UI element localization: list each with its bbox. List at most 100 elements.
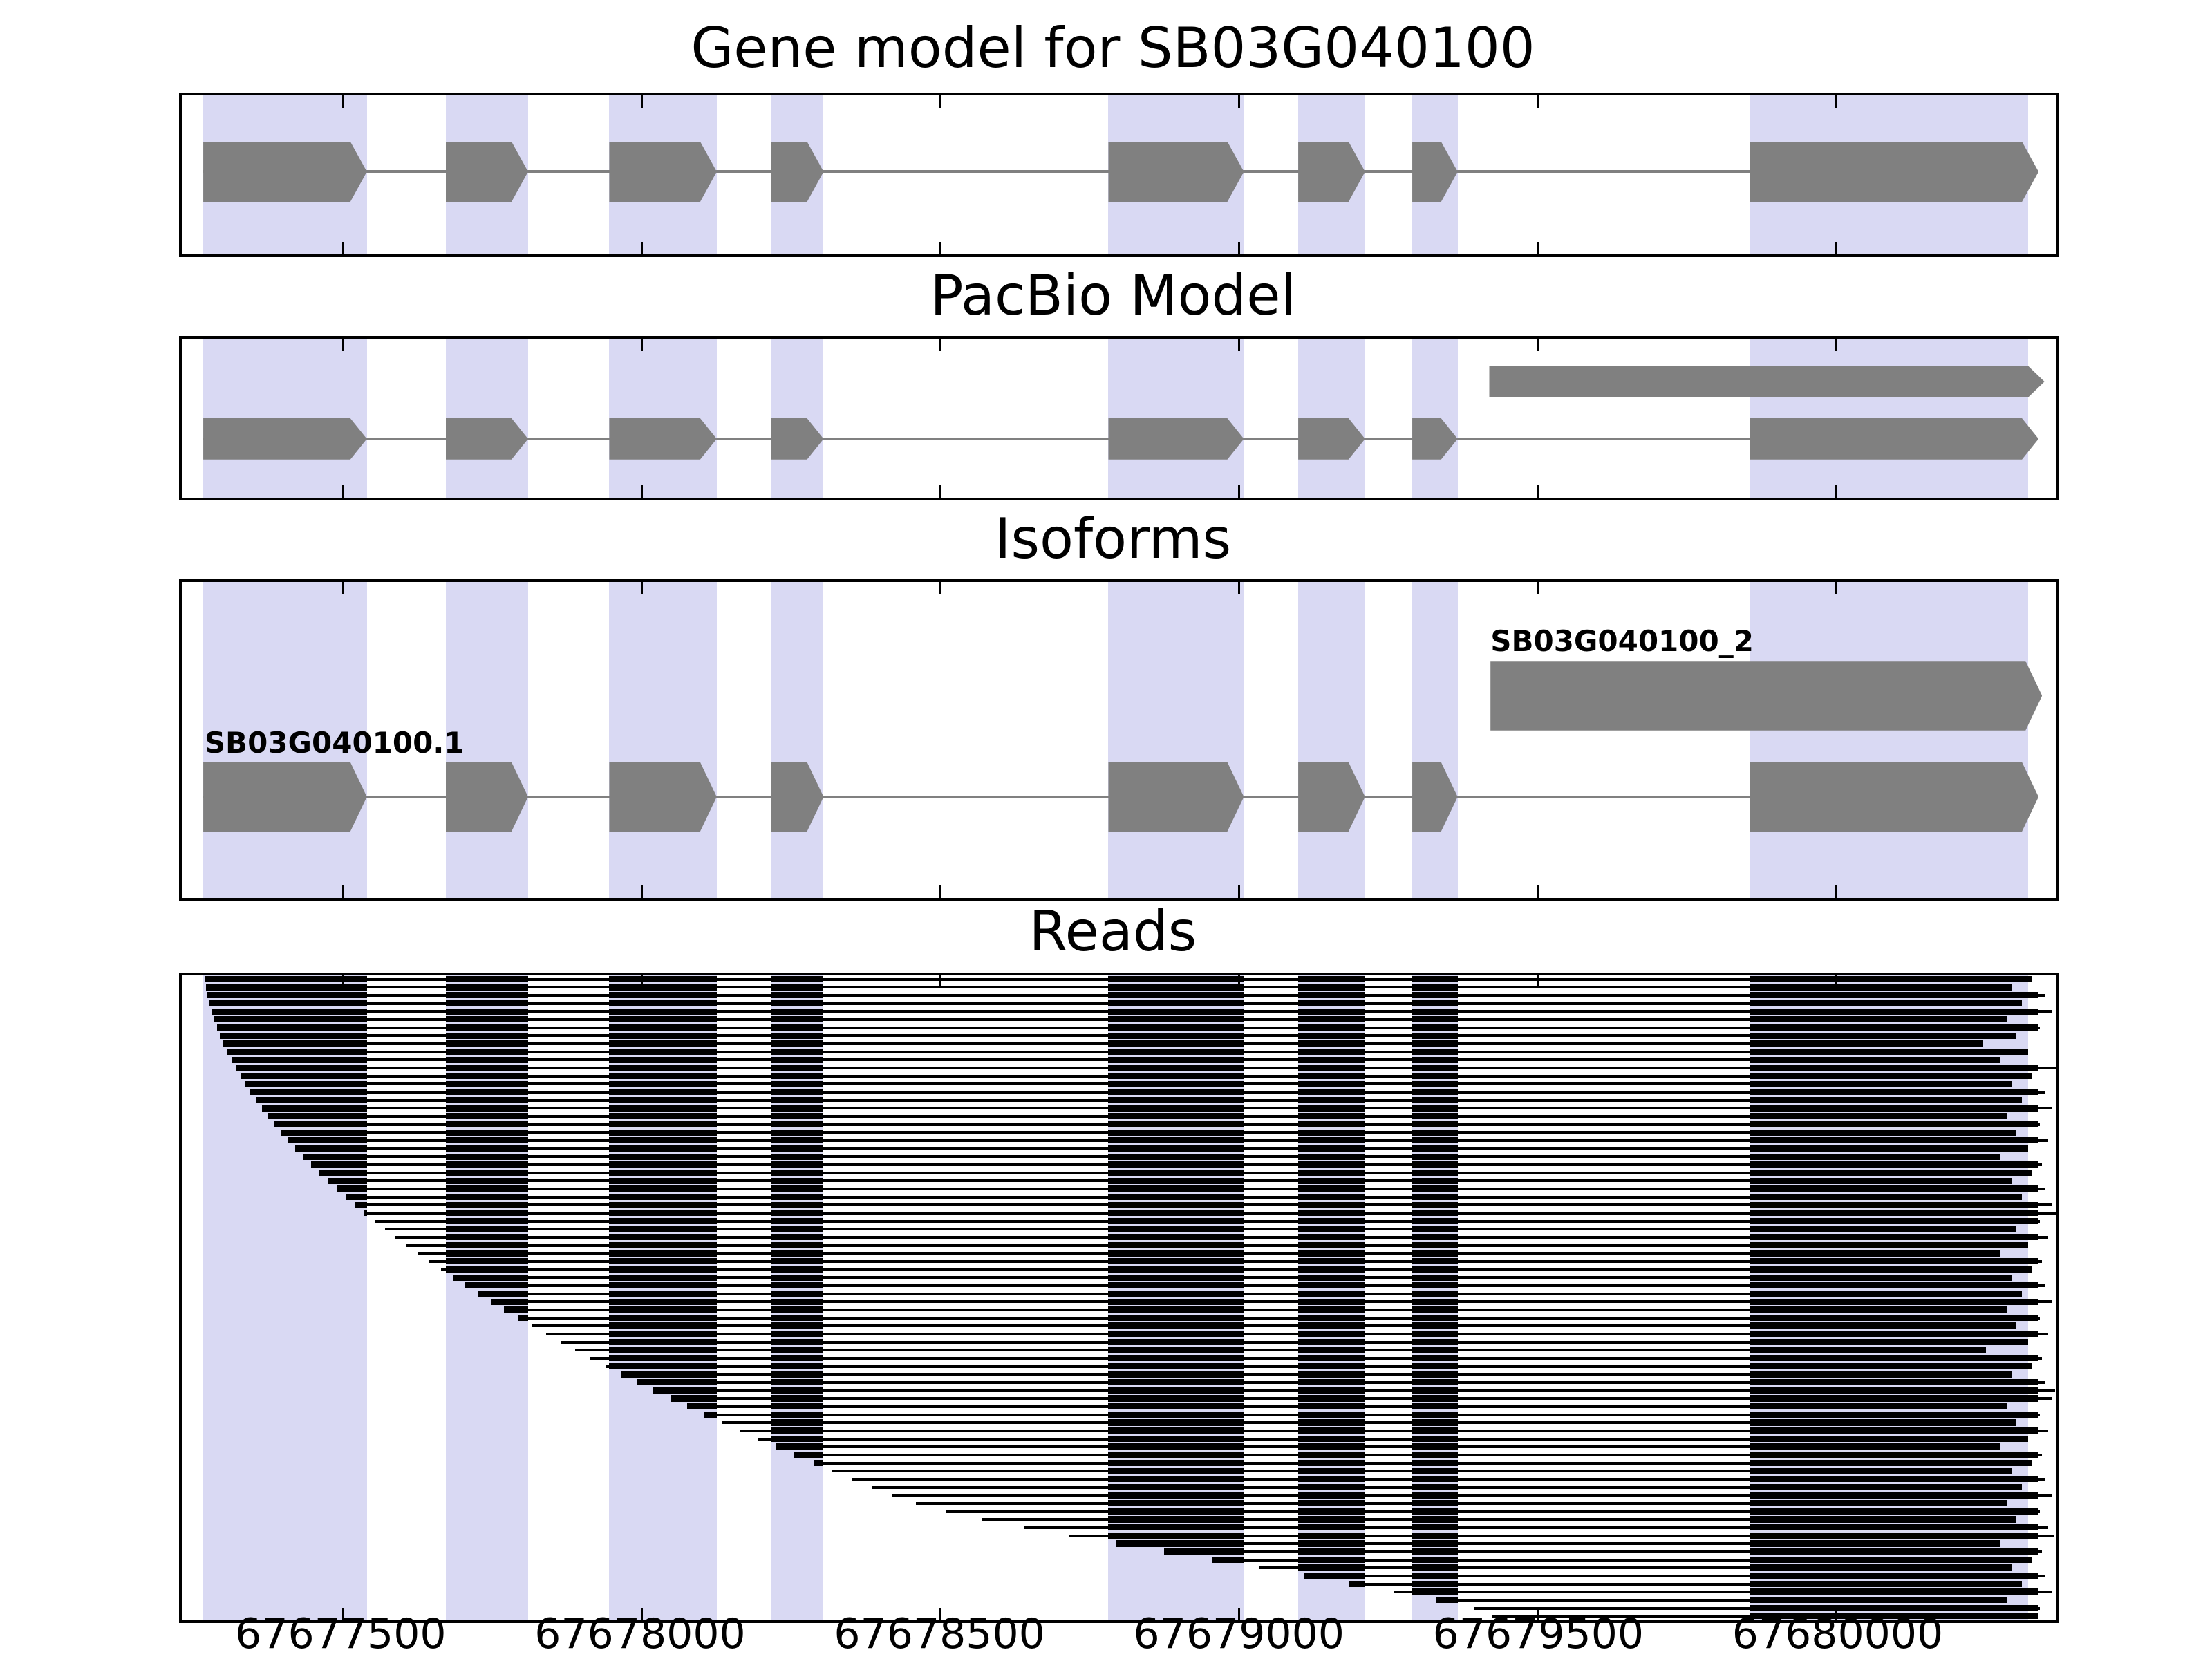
read-exon-block <box>1412 1403 1458 1410</box>
read-exon-block <box>1750 1121 2039 1128</box>
read-exon-block <box>445 1032 528 1039</box>
read-exon-block <box>609 1145 717 1152</box>
read-exon-block <box>212 1008 367 1015</box>
read-exon-block <box>1412 1250 1458 1257</box>
exon-arrow <box>1298 142 1365 202</box>
read-exon-block <box>653 1387 717 1394</box>
exon-highlight-band <box>1750 582 2029 898</box>
read-exon-block <box>1750 1145 2028 1152</box>
exon-arrow <box>1108 418 1244 460</box>
exon-highlight-band <box>445 975 528 1620</box>
read-exon-block <box>1298 1516 1365 1523</box>
read-exon-block <box>1750 1338 2028 1345</box>
read-exon-block <box>261 1105 367 1112</box>
read-exon-block <box>1750 1210 2039 1217</box>
read-exon-block <box>445 1113 528 1120</box>
read-exon-block <box>1108 1201 1244 1208</box>
exon-arrow <box>1490 661 2042 731</box>
read-exon-block <box>770 1217 824 1225</box>
read-exon-block <box>245 1080 367 1087</box>
read-exon-block <box>1750 1185 2039 1192</box>
read-exon-block <box>770 1000 824 1007</box>
exon-highlight-band <box>1108 582 1244 898</box>
read-exon-block <box>1108 1048 1244 1056</box>
read-exon-block <box>1750 1524 2039 1531</box>
read-exon-block <box>609 1217 717 1225</box>
read-exon-block <box>1298 1258 1365 1265</box>
read-exon-block <box>770 1298 824 1305</box>
read-exon-block <box>1412 1105 1458 1112</box>
read-exon-block <box>1750 1452 2039 1459</box>
read-exon-block <box>1412 1089 1458 1096</box>
read-exon-block <box>609 1048 717 1056</box>
read-exon-block <box>445 984 528 991</box>
read-exon-block <box>1108 1282 1244 1289</box>
read-exon-block <box>1298 1500 1365 1507</box>
exon-arrow <box>1298 418 1365 460</box>
read-exon-block <box>1412 1371 1458 1378</box>
read-exon-block <box>1750 1556 2033 1563</box>
read-exon-block <box>1412 992 1458 999</box>
read-exon-block <box>770 1258 824 1265</box>
read-exon-block <box>770 1314 824 1321</box>
read-exon-block <box>1412 1556 1458 1563</box>
x-axis-tick-label: 67679500 <box>1432 1610 1644 1658</box>
read-exon-block <box>1750 1065 2039 1071</box>
read-exon-block <box>295 1145 367 1152</box>
read-line <box>1304 1574 2045 1577</box>
read-line <box>946 1510 2040 1513</box>
read-exon-block <box>478 1290 528 1297</box>
read-exon-block <box>1750 1266 2033 1273</box>
read-exon-block <box>1211 1556 1244 1563</box>
read-exon-block <box>1750 1331 2039 1338</box>
read-exon-block <box>1298 1105 1365 1112</box>
read-exon-block <box>319 1169 367 1177</box>
exon-highlight-band <box>609 582 717 898</box>
read-exon-block <box>1108 1217 1244 1225</box>
read-exon-block <box>1298 1169 1365 1177</box>
read-exon-block <box>1108 1427 1244 1434</box>
read-exon-block <box>686 1403 717 1410</box>
read-exon-block <box>1108 1185 1244 1192</box>
read-exon-block <box>609 1024 717 1031</box>
read-exon-block <box>1750 1564 2012 1571</box>
read-exon-block <box>776 1443 824 1450</box>
read-exon-block <box>1750 976 2033 983</box>
axis-tick-mark <box>1835 95 1837 108</box>
axis-tick-mark <box>641 885 644 898</box>
axis-tick-mark <box>939 485 941 498</box>
read-exon-block <box>209 1000 367 1007</box>
read-exon-block <box>1108 1298 1244 1305</box>
read-exon-block <box>445 1241 528 1249</box>
read-exon-block <box>609 1314 717 1321</box>
read-exon-block <box>1412 1411 1458 1418</box>
read-exon-block <box>770 1435 824 1442</box>
read-exon-block <box>465 1282 528 1289</box>
read-exon-block <box>1108 1331 1244 1338</box>
pacbio-title: PacBio Model <box>930 263 1296 328</box>
axis-tick-mark <box>1536 885 1539 898</box>
read-exon-block <box>1298 1395 1365 1402</box>
read-exon-block <box>609 1241 717 1249</box>
read-exon-block <box>1108 1362 1244 1369</box>
read-exon-block <box>1750 1427 2039 1434</box>
read-exon-block <box>770 1008 824 1015</box>
read-exon-block <box>1298 1298 1365 1305</box>
read-exon-block <box>1750 1234 2039 1241</box>
axis-tick-mark <box>342 339 345 351</box>
read-exon-block <box>1163 1548 1244 1555</box>
read-exon-block <box>1298 1266 1365 1273</box>
read-exon-block <box>1750 1492 2039 1499</box>
exon-arrow <box>1489 366 2044 397</box>
isoforms-title: Isoforms <box>994 507 1232 571</box>
read-exon-block <box>1298 1137 1365 1144</box>
axis-tick-mark <box>342 582 345 594</box>
read-exon-block <box>1750 1516 2016 1523</box>
read-exon-block <box>1750 1258 2039 1265</box>
read-exon-block <box>1412 1040 1458 1047</box>
read-exon-block <box>1750 1096 2022 1104</box>
exon-arrow <box>1108 142 1244 202</box>
read-exon-block <box>1108 1411 1244 1418</box>
read-exon-block <box>1298 1306 1365 1313</box>
read-exon-block <box>445 1210 528 1217</box>
